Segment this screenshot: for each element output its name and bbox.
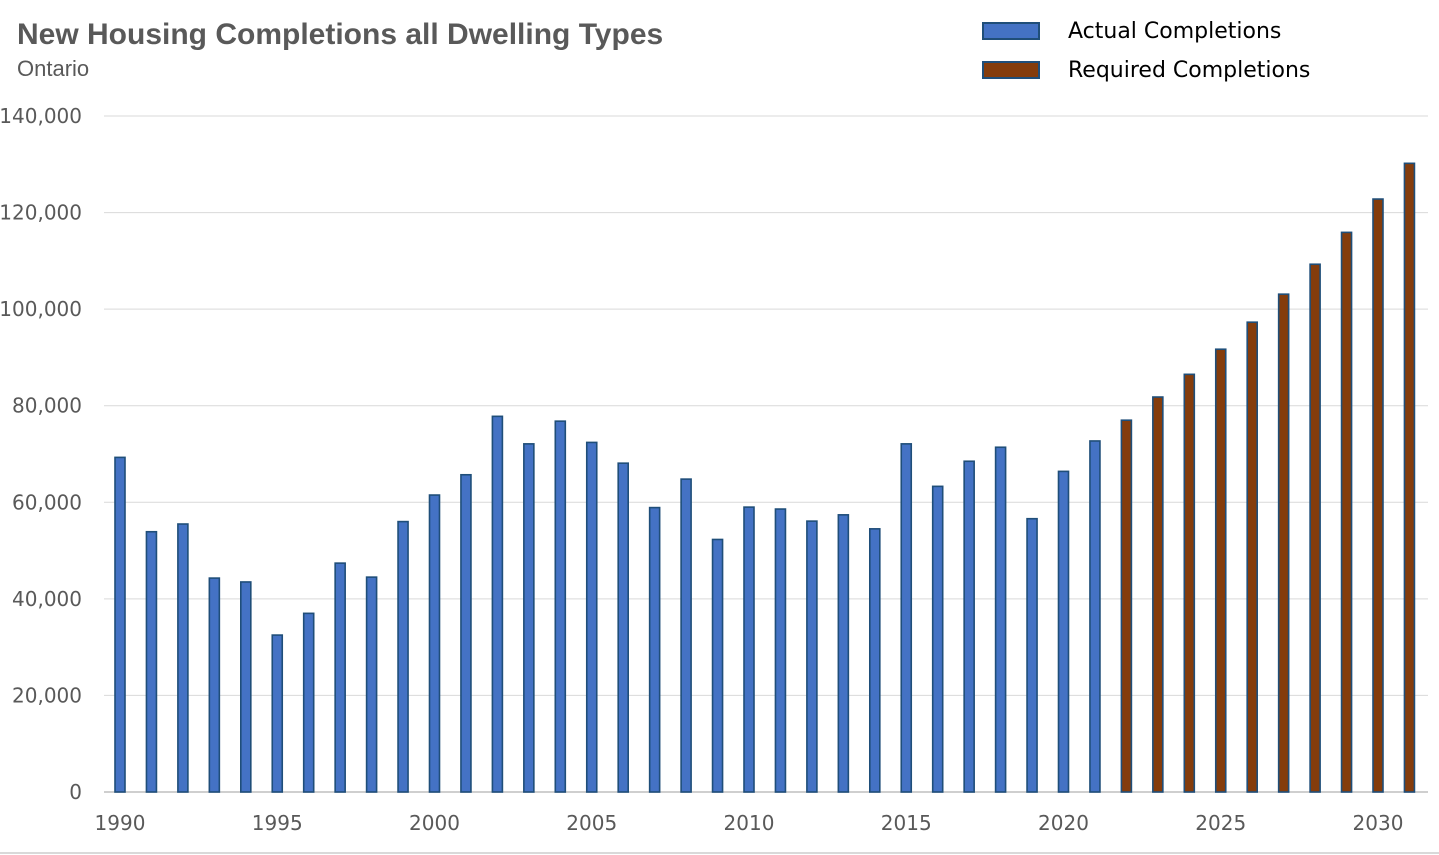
x-tick-label: 1995 — [252, 811, 303, 835]
x-tick-label: 2005 — [566, 811, 617, 835]
bar-actual-2012 — [806, 520, 818, 793]
chart-subtitle: Ontario — [17, 56, 90, 81]
bar-actual-2019 — [1026, 517, 1038, 793]
bar-required-2028 — [1309, 263, 1321, 793]
bar-actual-2013 — [837, 514, 850, 793]
bar-required-2024 — [1183, 373, 1196, 793]
bar-actual-2017 — [963, 460, 975, 793]
bar-actual-2018 — [994, 446, 1007, 793]
bar-actual-1995 — [271, 634, 284, 793]
bar-actual-1992 — [177, 523, 189, 793]
bar-actual-1994 — [240, 581, 252, 793]
y-tick-label: 100,000 — [0, 297, 82, 321]
y-tick-label: 20,000 — [12, 683, 82, 707]
bar-actual-2004 — [554, 420, 567, 793]
x-tick-label: 2030 — [1353, 811, 1404, 835]
bar-actual-2002 — [491, 415, 504, 793]
bar-actual-1991 — [145, 530, 158, 793]
bar-actual-1993 — [208, 577, 221, 793]
legend-item-required: Required Completions — [982, 57, 1311, 83]
x-tick-label: 1990 — [95, 811, 146, 835]
legend-item-actual: Actual Completions — [982, 18, 1282, 44]
bar-actual-1990 — [114, 456, 126, 793]
y-tick-label: 80,000 — [12, 394, 82, 418]
bar-required-2029 — [1340, 231, 1353, 793]
y-tick-label: 0 — [69, 780, 82, 804]
bar-actual-2011 — [774, 508, 787, 793]
bar-actual-2003 — [523, 443, 535, 793]
bar-actual-2020 — [1057, 470, 1070, 793]
bar-actual-2016 — [931, 485, 944, 793]
bar-actual-2015 — [900, 443, 913, 793]
y-tick-label: 140,000 — [0, 104, 82, 128]
bar-required-2025 — [1214, 348, 1227, 793]
legend-swatch-actual — [982, 22, 1040, 40]
bar-actual-1999 — [397, 520, 409, 793]
legend-label-actual: Actual Completions — [1068, 18, 1282, 44]
legend-swatch-required — [982, 61, 1040, 79]
bar-actual-2007 — [648, 506, 661, 793]
bar-actual-1996 — [302, 612, 315, 793]
y-tick-label: 120,000 — [0, 201, 82, 225]
x-tick-label: 2000 — [409, 811, 460, 835]
bar-required-2027 — [1277, 293, 1290, 793]
x-tick-label: 2020 — [1038, 811, 1089, 835]
y-tick-label: 60,000 — [12, 490, 82, 514]
bar-actual-1997 — [334, 562, 346, 793]
x-tick-label: 2025 — [1195, 811, 1246, 835]
bar-required-2023 — [1152, 396, 1164, 793]
bar-actual-2008 — [680, 478, 692, 793]
bar-required-2026 — [1246, 321, 1258, 793]
chart-title: New Housing Completions all Dwelling Typ… — [17, 18, 664, 51]
bar-actual-2000 — [428, 494, 441, 793]
x-tick-label: 2015 — [881, 811, 932, 835]
bar-actual-2014 — [868, 528, 881, 793]
y-tick-label: 40,000 — [12, 587, 82, 611]
bar-required-2030 — [1372, 198, 1384, 793]
bottom-divider — [0, 852, 1439, 854]
bar-required-2022 — [1120, 419, 1133, 793]
bar-actual-2009 — [711, 538, 724, 793]
bar-actual-2006 — [617, 462, 630, 793]
x-tick-label: 2010 — [724, 811, 775, 835]
bar-actual-2010 — [743, 506, 755, 793]
bar-actual-2021 — [1089, 440, 1101, 793]
bar-actual-2005 — [585, 441, 598, 793]
legend-label-required: Required Completions — [1068, 57, 1311, 83]
bar-actual-1998 — [365, 576, 378, 793]
bar-actual-2001 — [460, 473, 472, 793]
bar-required-2031 — [1403, 162, 1416, 793]
